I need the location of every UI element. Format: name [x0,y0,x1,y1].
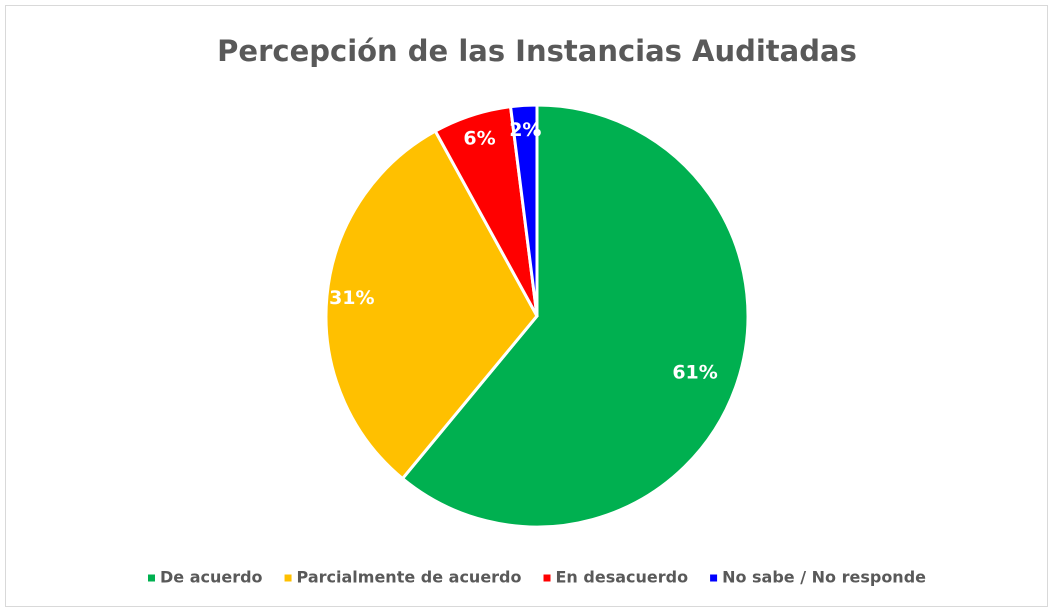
legend-marker [284,574,292,582]
data-label: 6% [463,128,495,150]
legend-marker [710,574,718,582]
data-label: 61% [672,361,717,383]
legend-label: No sabe / No responde [722,568,926,587]
pie-slice [508,103,539,317]
legend-label: En desacuerdo [556,568,689,587]
legend-marker [147,574,155,582]
chart-title: Percepción de las Instancias Auditadas [217,34,857,68]
legend-marker [543,574,551,582]
legend-label: Parcialmente de acuerdo [297,568,522,587]
data-label: 2% [509,119,541,141]
data-label: 31% [329,287,374,309]
pie-slice [324,129,539,481]
legend-label: De acuerdo [160,568,263,587]
pie-slice [400,103,750,529]
